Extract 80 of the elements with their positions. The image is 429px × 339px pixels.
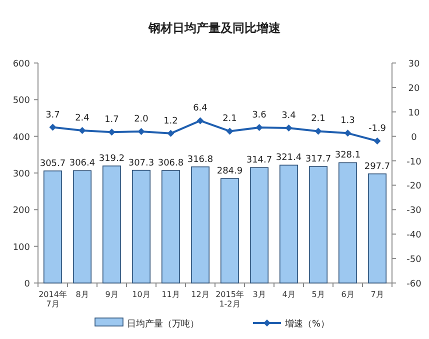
point (374, 137, 381, 144)
y-tick-label: 200 (12, 206, 30, 216)
y2-tick-label: -30 (406, 206, 422, 216)
x-tick-label: 2014年 7月 (38, 290, 67, 309)
x-tick-label: 2015年 1-2月 (216, 290, 244, 309)
y2-tick-label: 10 (408, 108, 420, 118)
chart-title: 钢材日均产量及同比增速 (148, 21, 282, 35)
y2-tick-label: -60 (406, 280, 422, 290)
data-label: 306.8 (158, 158, 184, 169)
data-label: 316.8 (187, 154, 214, 165)
bar (220, 178, 239, 284)
x-tick-label: 12月 (191, 290, 210, 299)
y-tick-label: 400 (12, 132, 30, 143)
bar (368, 173, 386, 284)
data-label: 321.4 (276, 153, 302, 164)
data-label: 2.1 (222, 114, 237, 124)
bar (280, 164, 298, 284)
bar (102, 166, 121, 284)
data-label: 305.7 (40, 158, 66, 169)
point (49, 124, 56, 131)
data-label: 317.7 (305, 154, 332, 165)
x-tick-label: 10月 (132, 290, 150, 299)
data-label: 319.2 (98, 154, 125, 164)
data-label: 307.3 (128, 158, 154, 168)
y2-tick-label: -50 (406, 255, 422, 266)
data-label: 306.4 (69, 158, 96, 169)
data-label: 1.7 (104, 115, 119, 126)
x-tick-label: 5月 (312, 290, 325, 299)
y-tick-label: 600 (12, 60, 30, 70)
y-tick-label: 0 (24, 280, 30, 290)
data-label: 284.9 (216, 166, 243, 177)
data-label: 6.4 (193, 104, 208, 114)
data-label: 1.3 (340, 116, 355, 126)
x-tick-label: 9月 (105, 290, 118, 299)
legend-label: 增速（%） (284, 318, 330, 330)
point (344, 130, 352, 137)
point (108, 128, 116, 136)
data-label: -1.9 (368, 124, 386, 134)
y-tick-label: 100 (12, 242, 30, 253)
y2-tick-label: 30 (408, 60, 420, 70)
legend-label: 日均产量（万吨） (127, 318, 199, 330)
point (256, 124, 263, 132)
point (314, 128, 322, 135)
point (138, 128, 145, 135)
y2-tick-label: 0 (411, 132, 418, 143)
data-label: 2.1 (311, 114, 326, 124)
data-label: 3.7 (46, 110, 60, 120)
point (226, 128, 234, 135)
y-tick-label: 300 (12, 170, 30, 180)
data-label: 314.7 (246, 156, 272, 166)
x-tick-label: 7月 (370, 290, 384, 299)
x-tick-label: 6月 (341, 290, 354, 299)
data-label: 297.7 (364, 162, 390, 172)
point (285, 124, 292, 132)
data-label: 3.4 (282, 111, 296, 122)
data-label: 328.1 (334, 150, 361, 161)
data-label: 3.6 (252, 110, 267, 121)
bar (132, 170, 150, 284)
data-label: 2.0 (134, 114, 149, 124)
point (167, 130, 174, 137)
x-tick-label: 4月 (282, 290, 296, 299)
x-tick-label: 11月 (162, 290, 180, 299)
y2-tick-label: -40 (406, 230, 422, 241)
y2-tick-label: -20 (406, 182, 422, 192)
bar (44, 170, 62, 284)
bar (338, 162, 357, 284)
y2-tick-label: 20 (408, 84, 420, 94)
x-tick-label: 8月 (76, 290, 89, 299)
point (196, 117, 204, 124)
bar (73, 170, 92, 284)
data-label: 1.2 (164, 116, 178, 126)
x-tick-label: 3月 (252, 290, 266, 299)
point (78, 126, 86, 134)
data-label: 2.4 (75, 113, 90, 124)
bar (162, 170, 180, 284)
bar (191, 166, 210, 284)
y2-tick-label: -10 (406, 157, 422, 168)
bar (309, 166, 328, 284)
bar (250, 167, 268, 284)
y-tick-label: 500 (12, 96, 30, 106)
